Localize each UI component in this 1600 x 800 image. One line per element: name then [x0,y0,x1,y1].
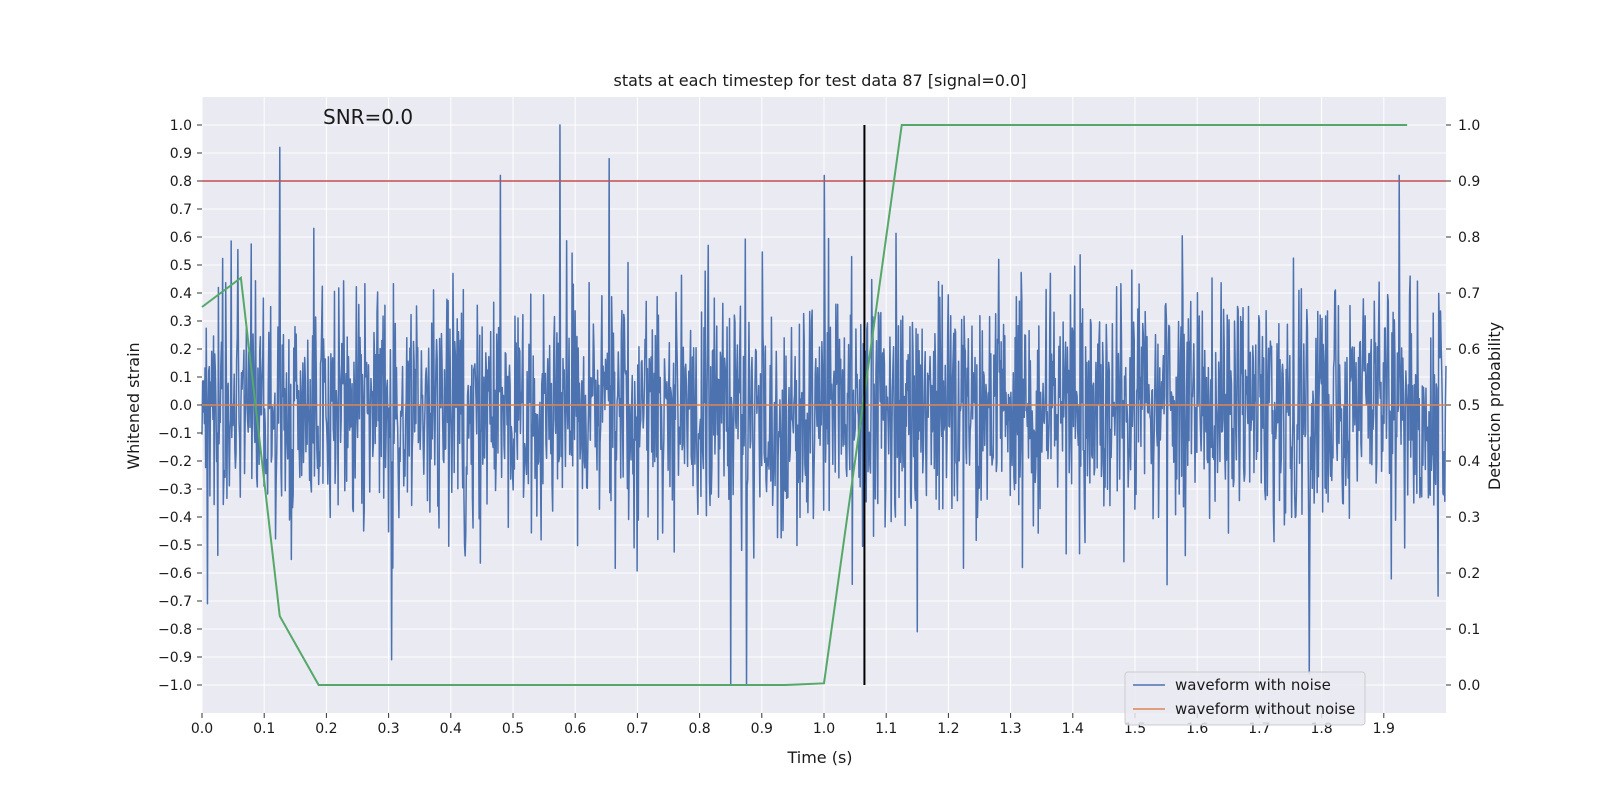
y-tick-label: 0.7 [170,202,192,218]
y2-tick-label: 0.4 [1458,454,1480,470]
y2-tick-label: 0.2 [1458,566,1480,582]
data-series [201,124,1447,686]
axes: 0.0 0.1 0.2 0.3 0.4 0.5 0.6 0.7 0.8 0.9 1.0 1.1 1.2 1… [158,118,1480,737]
y2-tick-label: 0.5 [1458,398,1480,414]
y-tick-label: −0.6 [158,566,192,582]
snr-annotation: SNR=0.0 [323,105,413,129]
y2-tick-label: 0.0 [1458,678,1480,694]
x-tick-label: 0.2 [315,721,337,737]
y2-axis-label: Detection probability [1485,322,1504,490]
legend-label-noise: waveform with noise [1175,676,1331,694]
y-tick-label: 0.4 [170,286,192,302]
x-tick-label: 1.2 [937,721,959,737]
x-tick-label: 1.9 [1373,721,1395,737]
y-tick-label: 0.6 [170,230,192,246]
y-tick-label: −1.0 [158,678,192,694]
x-tick-label: 0.5 [502,721,524,737]
x-tick-label: 1.1 [875,721,897,737]
waveform-with-noise-line [201,124,1447,686]
y-tick-label: 0.8 [170,174,192,190]
y-tick-label: 0.1 [170,370,192,386]
y-tick-label: 0.0 [170,398,192,414]
y-tick-label: −0.9 [158,650,192,666]
x-tick-label: 1.4 [1062,721,1084,737]
legend-box [1124,671,1366,726]
x-tick-label: 0.1 [253,721,275,737]
y-tick-label: −0.8 [158,622,192,638]
y2-tick-label: 0.9 [1458,174,1480,190]
y2-tick-label: 0.6 [1458,342,1480,358]
x-tick-label: 0.7 [626,721,648,737]
x-tick-label: 0.3 [377,721,399,737]
x-tick-label: 0.6 [564,721,586,737]
y-tick-label: −0.1 [158,426,192,442]
x-axis-label: Time (s) [786,748,852,767]
x-tick-label: 0.9 [751,721,773,737]
x-tick-label: 0.4 [440,721,462,737]
y2-tick-label: 0.7 [1458,286,1480,302]
y-tick-label: 0.2 [170,342,192,358]
y-tick-label: −0.2 [158,454,192,470]
legend-label-clean: waveform without noise [1175,700,1355,718]
y2-tick-label: 1.0 [1458,118,1480,134]
y-tick-label: −0.4 [158,510,192,526]
y-tick-label: −0.3 [158,482,192,498]
y-tick-label: −0.5 [158,538,192,554]
y-tick-label: 0.3 [170,314,192,330]
y-axis-label: Whitened strain [124,342,143,469]
y2-tick-label: 0.8 [1458,230,1480,246]
x-tick-label: 1.3 [999,721,1021,737]
y-tick-label: 0.5 [170,258,192,274]
legend: waveform with noise waveform without noi… [1124,671,1366,726]
y-tick-label: −0.7 [158,594,192,610]
x-tick-label: 0.0 [191,721,213,737]
detection-probability-line [201,124,1408,686]
y-tick-label: 1.0 [170,118,192,134]
y2-tick-label: 0.3 [1458,510,1480,526]
x-tick-label: 0.8 [688,721,710,737]
chart-title: stats at each timestep for test data 87 … [614,71,1027,90]
y2-tick-label: 0.1 [1458,622,1480,638]
y-tick-label: 0.9 [170,146,192,162]
x-tick-label: 1.0 [813,721,835,737]
